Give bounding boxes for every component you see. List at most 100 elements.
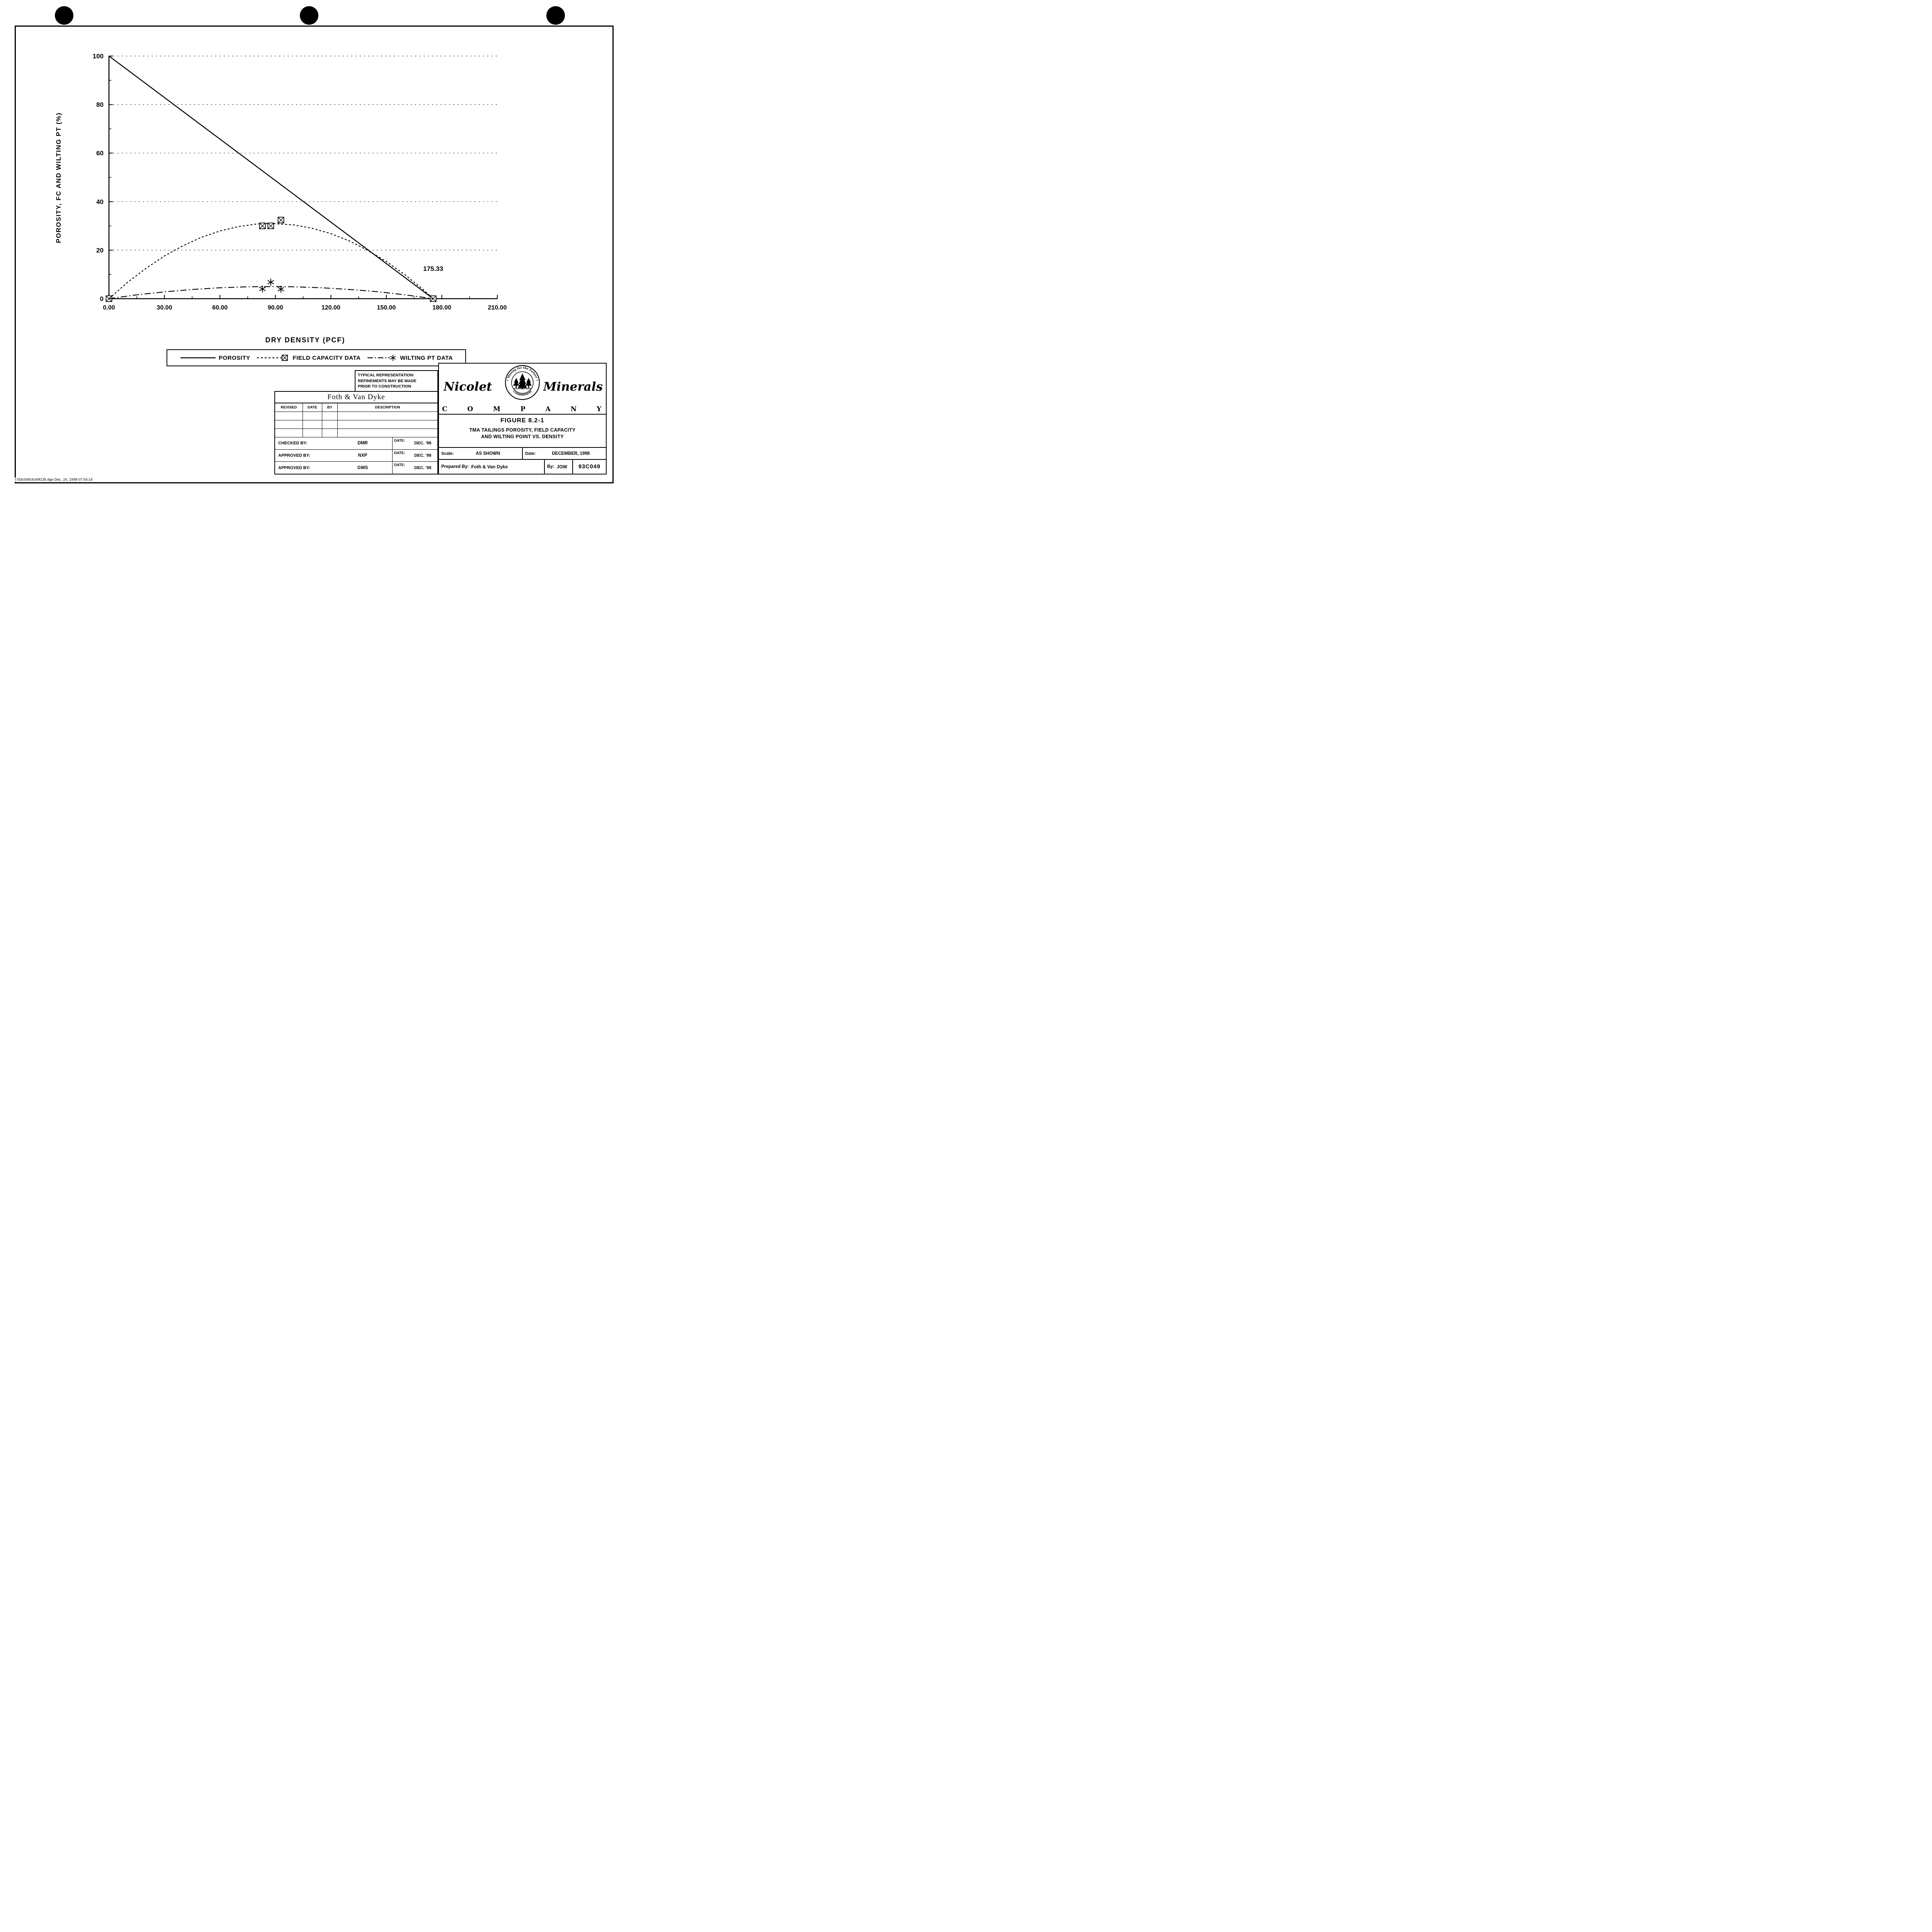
signoff-date-label: DATE:: [394, 451, 405, 455]
by-value: JOW: [556, 464, 567, 469]
signoff-value: DMR: [357, 441, 368, 446]
company-header: Nicolet • Mining for the Future • Commit…: [439, 364, 606, 414]
legend-entry-field-capacity: FIELD CAPACITY DATA: [256, 354, 361, 361]
drawing-number-cell: 93C049: [572, 460, 606, 474]
revision-empty-row: [275, 420, 437, 429]
signoff-label: APPROVED BY:: [278, 465, 310, 470]
signoff-date-label: DATE:: [394, 439, 405, 443]
drawing-border-frame: [15, 26, 614, 483]
empty-cell: [303, 420, 322, 429]
svg-text:60.00: 60.00: [212, 304, 228, 311]
note-line-3: PRIOR TO CONSTRUCTION: [358, 384, 412, 389]
svg-text:150.00: 150.00: [377, 304, 396, 311]
figure-section: FIGURE 8.2-1 TMA TAILINGS POROSITY, FIEL…: [439, 414, 606, 447]
svg-text:175.33: 175.33: [423, 265, 443, 272]
binder-hole: [55, 6, 73, 25]
empty-cell: [338, 420, 437, 429]
svg-text:30.00: 30.00: [157, 304, 172, 311]
field-capacity-marker-icon: [257, 355, 288, 361]
signoff-date-cell: DATE: DEC. '98: [392, 449, 437, 462]
svg-text:40: 40: [96, 198, 104, 206]
company-title-block: Nicolet • Mining for the Future • Commit…: [438, 363, 607, 474]
svg-text:100: 100: [93, 53, 104, 60]
empty-cell: [275, 429, 303, 437]
signoff-row-approved-1: APPROVED BY: NXP DATE: DEC. '98: [275, 449, 437, 462]
figure-title-line1: TMA TAILINGS POROSITY, FIELD CAPACITY: [469, 427, 576, 433]
signoff-date-value: DEC. '98: [414, 453, 432, 458]
legend-label-porosity: POROSITY: [218, 354, 250, 361]
svg-text:0: 0: [100, 295, 104, 303]
empty-cell: [275, 420, 303, 429]
signoff-value: NXP: [358, 453, 367, 458]
col-revised: REVISED: [275, 403, 303, 412]
prepared-cell: Prepared By: Foth & Van Dyke: [439, 460, 544, 474]
file-path-text: I:\93c049\3c49f135.dgn Dec. 24, 1998 07:…: [14, 478, 94, 482]
date-value: DECEMBER, 1998: [552, 451, 590, 456]
signoff-date-cell: DATE: DEC. '98: [392, 462, 437, 474]
signoff-row-approved-2: APPROVED BY: GWS DATE: DEC. '98: [275, 462, 437, 474]
empty-cell: [322, 412, 338, 420]
note-box: TYPICAL REPRESENTATION: REFINEMENTS MAY …: [355, 370, 438, 391]
figure-title-line2: AND WILTING POINT VS. DENSITY: [481, 434, 564, 439]
binder-hole: [300, 6, 318, 25]
wilting-pt-marker-icon: [367, 355, 396, 361]
y-axis-title: POROSITY, FC AND WILTING PT (%): [55, 112, 62, 243]
legend-entry-porosity: POROSITY: [180, 354, 250, 361]
signoff-date-value: DEC. '98: [414, 465, 432, 470]
empty-cell: [275, 412, 303, 420]
title-block-table: Foth & Van Dyke REVISED DATE BY DESCRIPT…: [274, 391, 438, 474]
svg-text:80: 80: [96, 101, 104, 109]
legend-label-field-capacity: FIELD CAPACITY DATA: [293, 354, 361, 361]
company-name-minerals: Minerals: [543, 380, 603, 394]
empty-cell: [322, 420, 338, 429]
svg-text:20: 20: [96, 247, 104, 254]
empty-cell: [303, 429, 322, 437]
scale-label: Scale:: [441, 451, 454, 456]
signoff-date-cell: DATE: DEC. '98: [392, 437, 437, 449]
prepared-value: Foth & Van Dyke: [471, 464, 508, 469]
prepared-label: Prepared By:: [441, 464, 469, 469]
empty-cell: [322, 429, 338, 437]
empty-cell: [338, 429, 437, 437]
empty-cell: [303, 412, 322, 420]
signoff-date-label: DATE:: [394, 463, 405, 468]
svg-text:210.00: 210.00: [488, 304, 507, 311]
drawing-number: 93C049: [578, 464, 600, 470]
date-label: Date:: [525, 451, 536, 456]
signoff-label: APPROVED BY:: [278, 453, 310, 458]
porosity-line-icon: [180, 357, 216, 359]
col-description: DESCRIPTION: [375, 405, 400, 410]
svg-text:180.00: 180.00: [432, 304, 451, 311]
signoff-value: GWS: [357, 465, 368, 470]
drawing-page: POROSITY, FC AND WILTING PT (%) 0.00 30.0…: [0, 0, 629, 487]
company-seal-logo: • Mining for the Future • Commitment: [505, 365, 540, 400]
company-word: C O M P A N Y: [442, 405, 606, 413]
signoff-date-value: DEC. '98: [414, 441, 432, 446]
chart-legend: POROSITY FIELD CAPACITY DATA WILTING PT …: [167, 349, 466, 366]
revision-empty-row: [275, 412, 437, 420]
revision-empty-row: [275, 429, 437, 437]
revision-header-row: REVISED DATE BY DESCRIPTION: [275, 403, 437, 412]
date-cell: Date: DECEMBER, 1998: [522, 448, 606, 459]
scale-cell: Scale: AS SHOWN: [439, 448, 522, 459]
col-by: BY: [322, 403, 338, 412]
col-date: DATE: [303, 403, 322, 412]
company-name-nicolet: Nicolet: [444, 380, 492, 394]
x-axis-title: DRY DENSITY (PCF): [265, 336, 345, 344]
binder-hole: [546, 6, 565, 25]
figure-number: FIGURE 8.2-1: [500, 417, 544, 424]
note-line-2: REFINEMENTS MAY BE MADE: [358, 378, 417, 383]
empty-cell: [338, 412, 437, 420]
title-block-company-name: Foth & Van Dyke: [275, 392, 437, 403]
note-line-1: TYPICAL REPRESENTATION:: [358, 373, 415, 378]
legend-label-wilting-pt: WILTING PT DATA: [400, 354, 453, 361]
svg-text:0.00: 0.00: [103, 304, 115, 311]
svg-text:90.00: 90.00: [268, 304, 283, 311]
legend-entry-wilting-pt: WILTING PT DATA: [367, 354, 453, 361]
signoff-label: CHECKED BY:: [278, 441, 308, 446]
prepared-row: Prepared By: Foth & Van Dyke By: JOW 93C…: [439, 459, 606, 474]
svg-text:60: 60: [96, 150, 104, 157]
chart-plot: 0.00 30.00 60.00 90.00 120.00 150.00 180.00 210…: [93, 53, 507, 311]
pine-trees-icon: [513, 373, 532, 389]
svg-text:120.00: 120.00: [321, 304, 340, 311]
